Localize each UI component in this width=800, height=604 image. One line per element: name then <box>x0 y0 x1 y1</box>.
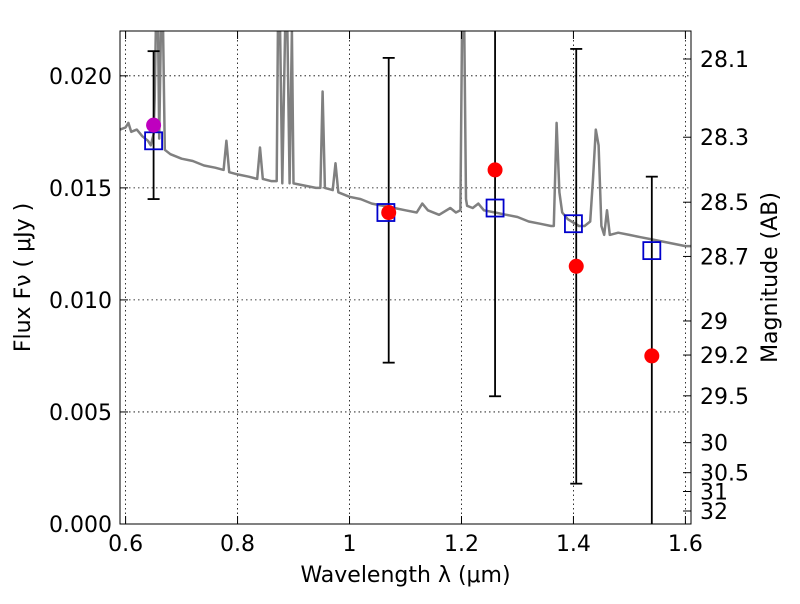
grid-lines <box>120 31 691 525</box>
observed-dot-point <box>381 205 397 221</box>
y2-tick-label: 28.7 <box>700 245 749 270</box>
observed-photometry-dots <box>146 117 660 364</box>
axis-ticks: 0.6 0.8 1 1.2 1.4 1.6 0.000 0.005 0.010 0.015 0.02… <box>49 31 749 557</box>
y2-tick-label: 31 <box>700 481 728 506</box>
y-tick-label: 0.005 <box>49 401 112 426</box>
model-square-point <box>642 241 662 261</box>
x-tick-label: 1 <box>343 532 357 557</box>
model-photometry-squares <box>144 131 662 261</box>
y2-axis-label: Magnitude (AB) <box>758 192 783 363</box>
model-square-point <box>564 214 583 234</box>
y2-tick-label: 28.1 <box>700 48 749 73</box>
y2-tick-label: 29.5 <box>700 385 749 410</box>
y-tick-label: 0.010 <box>49 289 112 314</box>
y-axis-label: Flux Fν ( μJy ) <box>11 203 36 352</box>
model-spectrum <box>120 31 691 248</box>
y2-tick-label: 30 <box>700 432 728 457</box>
y2-tick-label: 28.5 <box>700 191 749 216</box>
y2-tick-label: 29.2 <box>700 344 749 369</box>
y2-tick-label: 28.3 <box>700 126 749 151</box>
observed-dot-point <box>568 258 584 274</box>
y-tick-label: 0.000 <box>49 513 112 538</box>
error-bars <box>147 31 658 524</box>
observed-dot-point <box>487 162 503 178</box>
model-square-point <box>485 198 505 218</box>
x-tick-label: 0.6 <box>108 532 143 557</box>
plot-frame <box>119 30 692 525</box>
y2-tick-label: 32 <box>700 500 728 525</box>
y2-tick-label: 29 <box>700 310 728 335</box>
y-tick-label: 0.020 <box>49 65 112 90</box>
y-tick-label: 0.015 <box>49 177 112 202</box>
x-axis-label: Wavelength λ (μm) <box>300 563 510 588</box>
observed-dot-point <box>644 348 660 364</box>
observed-dot-point <box>146 117 162 133</box>
x-tick-label: 1.6 <box>668 532 703 557</box>
y2-tick-label: 30.5 <box>700 462 749 487</box>
x-tick-label: 0.8 <box>220 532 255 557</box>
x-tick-label: 1.2 <box>444 532 479 557</box>
x-tick-label: 1.4 <box>556 532 591 557</box>
spectrum-line <box>120 31 691 248</box>
